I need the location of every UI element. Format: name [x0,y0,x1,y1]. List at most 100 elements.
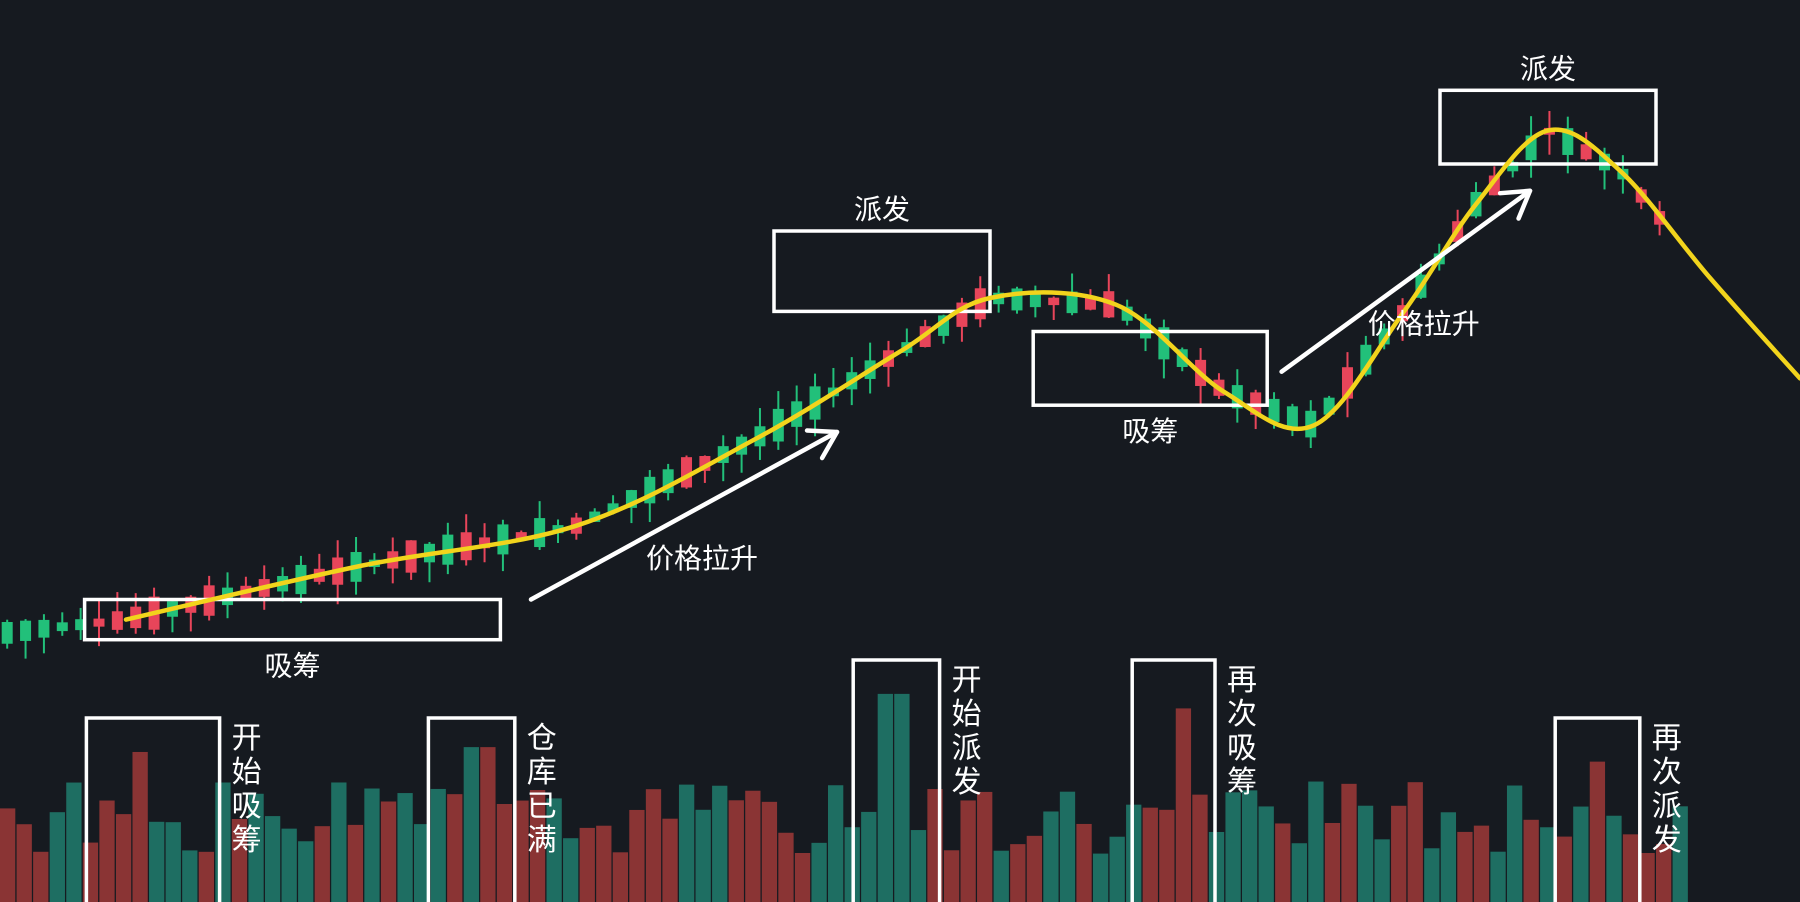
volume-bar [1540,827,1556,902]
volume-bar [314,826,330,902]
volume-bar [1308,781,1324,902]
volume-bar [761,801,778,902]
volume-bar [513,800,529,902]
volume-bar [877,693,893,902]
volume-bar [1192,794,1208,902]
volume-bar [1622,834,1639,902]
volume-bar [1656,843,1672,902]
price-box-label: 吸筹 [264,650,320,683]
candle-body [1066,291,1078,314]
volume-bar [1606,815,1622,902]
volume-bar [1589,761,1606,902]
volume-label-char: 次 [1227,697,1257,732]
volume-box [1130,658,1217,902]
volume-label-char: 发 [952,765,982,800]
candle-body [534,518,546,548]
volume-bar [33,851,49,902]
arrow-shaft [528,429,840,602]
candle-body [681,457,693,488]
candle-body [1268,398,1280,422]
candle-body [589,511,601,522]
volume-label-char: 再 [1652,721,1682,756]
volume-bar [828,785,844,902]
volume-bar [364,788,380,902]
arrow-head [804,428,840,461]
volume-bar [1672,806,1688,902]
candle-body [56,622,68,632]
volume-bar [1242,790,1258,902]
candle-body [938,315,950,336]
volume-bar [182,850,198,902]
volume-bar [1457,831,1473,902]
volume-label-char: 筹 [232,823,262,858]
candle-body [38,619,50,638]
candle-body [1048,297,1060,306]
volume-label-char: 已 [527,789,557,824]
candle-body [1562,128,1574,155]
volume-bar [99,800,115,902]
volume-bar [1523,819,1539,902]
volume-bar [1573,806,1589,902]
volume-bar [331,782,347,902]
volume-bar [1092,853,1109,902]
volume-bar [678,784,695,902]
arrow-label: 价格拉升 [1368,307,1480,340]
volume-bar [662,818,678,902]
candle-body [1,622,13,644]
volume-bar [1026,835,1043,902]
volume-bar [579,827,595,902]
candle-body [699,456,711,471]
volume-bar [794,853,811,902]
candle-body [75,619,87,631]
volume-label-char: 始 [952,697,982,732]
volume-bar [1407,782,1423,902]
volume-label-char: 开 [232,721,262,756]
candle-body [625,490,637,508]
volume-bar [165,822,181,902]
volume-bar [463,747,479,902]
volume-bar [430,788,446,902]
volume-bar [16,824,32,902]
volume-label-char: 开 [952,663,982,698]
volume-bar [1043,811,1059,902]
volume-bar [149,821,165,902]
candle-body [1360,344,1372,375]
candles [1,110,1666,659]
candle-body [479,537,491,549]
volume-bar [629,809,645,902]
candle-body [1341,367,1353,399]
volume-label-char: 发 [1652,823,1682,858]
volume-label-char: 筹 [1227,765,1257,800]
volume-bar [943,850,960,902]
volume-bar [264,816,281,902]
volume-bar [1440,812,1457,902]
volume-bar [66,782,82,902]
volume-bar [1391,805,1407,902]
volume-bar [215,782,231,902]
volume-bar [380,801,397,902]
volume-bar [1357,805,1374,902]
candle-body [1121,306,1133,321]
candle-body [111,611,123,630]
volume-bar [778,832,794,902]
candle-body [460,532,472,561]
volume-bar [596,825,612,902]
volume-box-label: 开始派发 [952,663,982,800]
candle-body [93,618,105,627]
price-box [772,229,992,314]
volume-bar [745,790,761,902]
volume-bar [1159,809,1175,902]
candle-body [1580,144,1592,160]
candle-body [1525,135,1537,161]
price-box-label: 吸筹 [1122,415,1178,448]
volume-bar [1076,823,1092,902]
candle-body [607,503,619,513]
volume-bar [298,841,314,902]
volume-box-label: 再次吸筹 [1227,663,1257,800]
candle-body [644,476,656,504]
candle-body [1305,410,1317,438]
volume-bar [993,850,1009,902]
volume-label-char: 派 [952,731,982,766]
candle-body [497,524,509,555]
